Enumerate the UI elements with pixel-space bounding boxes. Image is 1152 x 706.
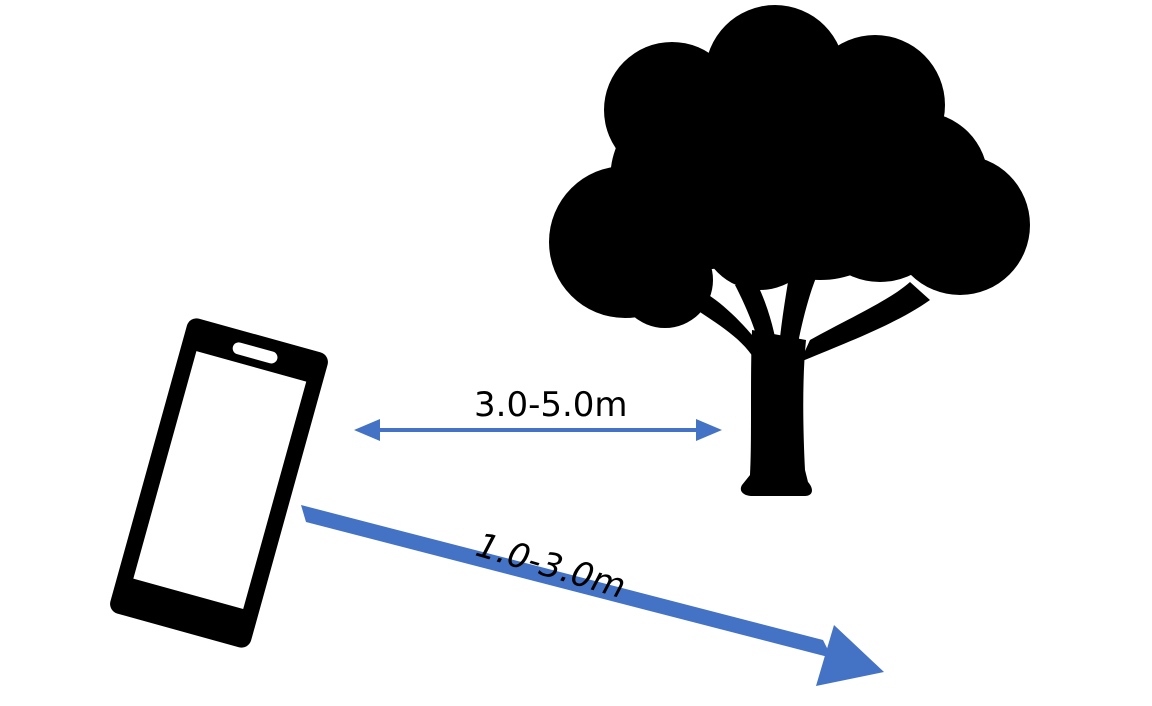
smartphone-icon xyxy=(110,318,328,648)
tree-icon xyxy=(549,5,1030,496)
phone-screen xyxy=(133,351,307,610)
phone-speaker xyxy=(232,342,278,364)
walking-direction-arrow xyxy=(301,505,884,686)
phone-to-tree-distance-label: 3.0-5.0m xyxy=(474,385,628,425)
phone-to-tree-double-arrow xyxy=(354,419,722,441)
